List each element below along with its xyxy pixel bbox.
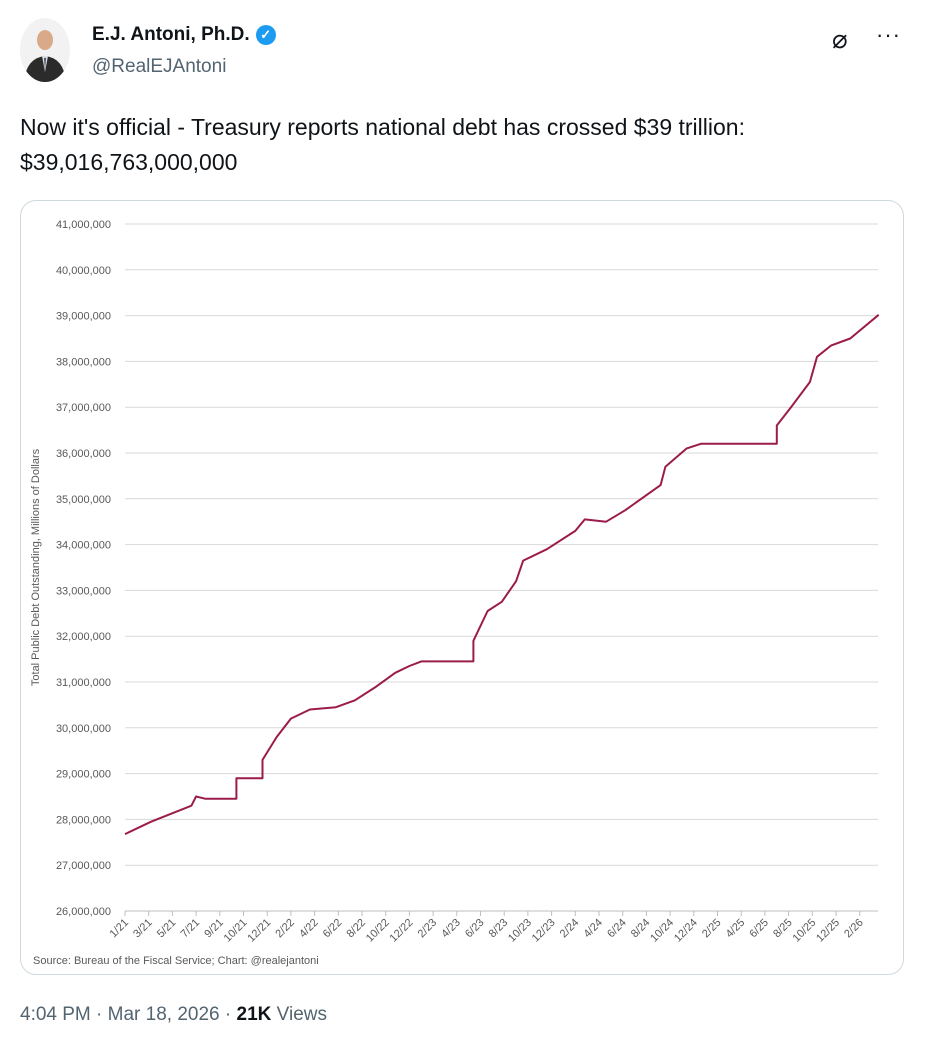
- y-tick-label: 29,000,000: [56, 769, 111, 781]
- author-name[interactable]: E.J. Antoni, Ph.D. ✓: [92, 24, 276, 46]
- y-tick-label: 30,000,000: [56, 723, 111, 735]
- grok-icon[interactable]: ⌀: [832, 24, 848, 54]
- x-tick-label: 3/21: [131, 917, 155, 941]
- author-handle[interactable]: @RealEJAntoni: [92, 56, 227, 77]
- x-tick-label: 4/25: [724, 917, 748, 941]
- x-tick-label: 12/22: [388, 917, 416, 945]
- author-name-text: E.J. Antoni, Ph.D.: [92, 24, 250, 45]
- x-tick-label: 10/21: [222, 917, 250, 945]
- y-tick-label: 26,000,000: [56, 906, 111, 918]
- y-tick-label: 38,000,000: [56, 356, 111, 368]
- x-tick-label: 6/25: [747, 917, 771, 941]
- y-axis-label: Total Public Debt Outstanding, Millions …: [30, 448, 42, 686]
- y-tick-label: 28,000,000: [56, 814, 111, 826]
- x-tick-label: 5/21: [155, 917, 179, 941]
- x-tick-label: 10/25: [790, 917, 818, 945]
- views-count: 21K: [236, 1004, 272, 1025]
- x-tick-label: 2/26: [842, 917, 866, 941]
- y-tick-label: 39,000,000: [56, 311, 111, 323]
- x-tick-label: 10/23: [506, 917, 534, 945]
- x-tick-label: 2/24: [558, 917, 582, 941]
- y-tick-label: 37,000,000: [56, 402, 111, 414]
- y-tick-label: 34,000,000: [56, 540, 111, 552]
- chart-source: Source: Bureau of the Fiscal Service; Ch…: [33, 955, 319, 967]
- verified-badge-icon: ✓: [255, 25, 276, 45]
- x-tick-label: 6/24: [605, 917, 629, 941]
- y-tick-label: 40,000,000: [56, 265, 111, 277]
- tweet-text: Now it's official - Treasury reports nat…: [20, 114, 745, 175]
- y-tick-label: 31,000,000: [56, 677, 111, 689]
- x-tick-label: 10/22: [364, 917, 392, 945]
- y-tick-label: 27,000,000: [56, 860, 111, 872]
- separator: ·: [96, 1004, 103, 1025]
- x-tick-label: 12/24: [672, 917, 700, 945]
- chart-card[interactable]: 26,000,000 27,000,000 28,000,000 29,000,000…: [20, 200, 904, 975]
- y-tick-label: 41,000,000: [56, 219, 111, 231]
- x-tick-label: 12/21: [245, 917, 273, 945]
- x-tick-label: 12/23: [530, 917, 558, 945]
- y-tick-label: 36,000,000: [56, 448, 111, 460]
- tweet-time[interactable]: 4:04 PM: [20, 1004, 91, 1025]
- x-tick-label: 2/25: [700, 917, 724, 941]
- x-tick-label: 12/25: [814, 917, 842, 945]
- y-tick-label: 32,000,000: [56, 631, 111, 643]
- separator: ·: [224, 1004, 232, 1025]
- x-tick-label: 7/21: [179, 917, 203, 941]
- x-tick-label: 4/22: [297, 917, 321, 941]
- x-tick-label: 1/21: [107, 917, 131, 941]
- views-label: Views: [276, 1004, 327, 1025]
- x-tick-label: 6/22: [321, 917, 345, 941]
- debt-series-line: [124, 314, 880, 836]
- avatar[interactable]: [20, 18, 70, 82]
- debt-chart: 26,000,000 27,000,000 28,000,000 29,000,000…: [30, 219, 880, 967]
- x-tick-label: 6/23: [463, 917, 487, 941]
- x-tick-label: 4/23: [439, 917, 463, 941]
- y-tick-label: 33,000,000: [56, 585, 111, 597]
- x-tick-label: 4/24: [581, 917, 605, 941]
- y-tick-label: 35,000,000: [56, 494, 111, 506]
- x-tick-label: 2/22: [273, 917, 297, 941]
- tweet-date[interactable]: Mar 18, 2026: [107, 1004, 220, 1025]
- x-tick-label: 10/24: [648, 917, 676, 945]
- x-tick-label: 2/23: [416, 917, 440, 941]
- more-icon[interactable]: ···: [876, 22, 901, 47]
- tweet-meta: 4:04 PM · Mar 18, 2026 · 21K Views: [20, 1004, 327, 1026]
